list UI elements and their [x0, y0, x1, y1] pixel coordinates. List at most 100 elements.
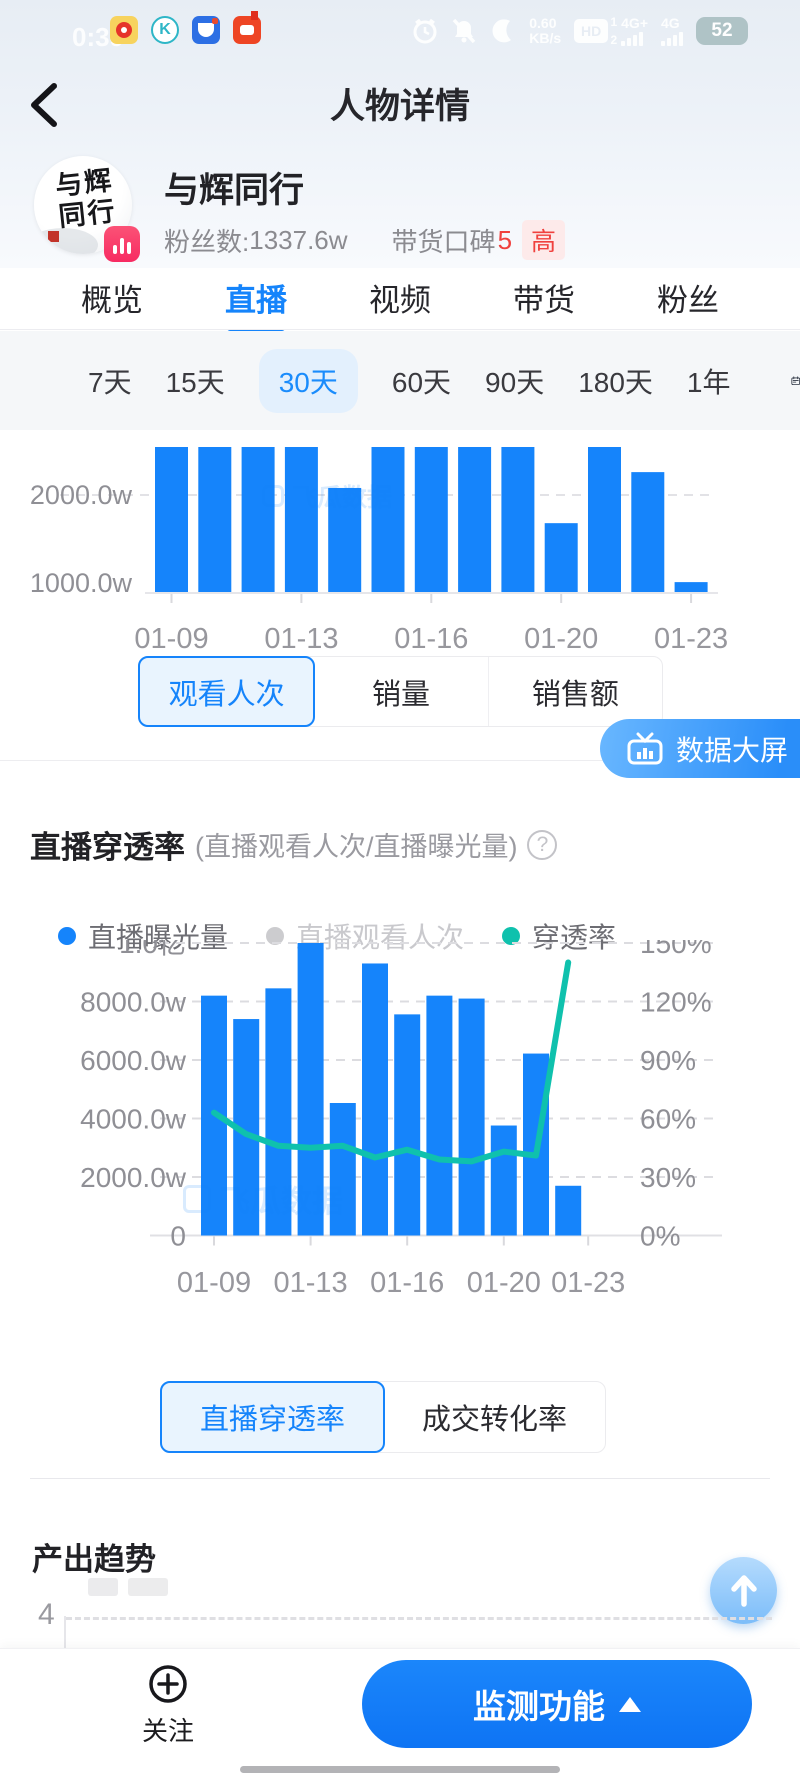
section-divider	[0, 760, 800, 761]
tab-goods[interactable]: 带货	[513, 283, 575, 318]
filter-30d[interactable]: 30天	[258, 348, 358, 413]
tab-live[interactable]: 直播	[223, 271, 289, 336]
svg-text:01-16: 01-16	[370, 1267, 444, 1299]
profile-meta: 粉丝数: 1337.6w 带货口碑 5 高	[164, 220, 566, 260]
filter-90d[interactable]: 90天	[485, 366, 545, 398]
scroll-to-top-button[interactable]	[710, 1557, 777, 1624]
filter-7d[interactable]: 7天	[88, 366, 132, 398]
filter-1y[interactable]: 1年	[686, 366, 731, 398]
night-mode-moon-icon	[492, 19, 512, 43]
filter-180d[interactable]: 180天	[578, 366, 653, 398]
fans-value: 1337.6w	[249, 224, 348, 255]
monitor-functions-button[interactable]: 监测功能	[362, 1660, 752, 1748]
mute-bell-icon	[452, 18, 476, 44]
viewers-bar-chart[interactable]: 2000.0w 1000.0w 01-09 01-13 01-16 01-20 01-23 …	[0, 430, 800, 655]
caret-up-icon	[619, 1696, 641, 1712]
metric-sales-volume-button[interactable]: 销量	[314, 657, 489, 726]
svg-text:01-09: 01-09	[134, 623, 208, 655]
svg-text:01-20: 01-20	[524, 623, 598, 655]
svg-text:2000.0w: 2000.0w	[80, 1162, 187, 1193]
back-icon[interactable]	[22, 80, 66, 130]
svg-text:01-16: 01-16	[394, 623, 468, 655]
metric-viewers-button[interactable]: 观看人次	[138, 656, 316, 727]
legend-exposure[interactable]: 直播曝光量	[58, 916, 228, 956]
weibo-notification-icon	[110, 16, 138, 44]
network-speed: 0.60 KB/s	[529, 15, 562, 46]
svg-text:01-23: 01-23	[551, 1267, 625, 1299]
calendar-icon[interactable]	[790, 364, 800, 398]
output-chart-gridline-fragment	[66, 1617, 772, 1620]
svg-text:0: 0	[170, 1221, 186, 1252]
rate-conversion-button[interactable]: 成交转化率	[421, 1404, 567, 1436]
profile-card: 与辉 同行 与辉同行 粉丝数: 1337.6w 带货口碑 5 高	[0, 148, 800, 266]
svg-text:1000.0w: 1000.0w	[30, 568, 133, 598]
home-indicator[interactable]	[240, 1766, 560, 1773]
bottom-action-bar: 关注 监测功能	[0, 1648, 800, 1778]
time-range-filter-bar: 7天 15天 30天 60天 90天 180天 1年	[0, 331, 800, 430]
main-tabs: 概览 直播 视频 带货 粉丝	[0, 266, 800, 336]
tv-chart-icon	[627, 732, 663, 764]
reputation-label: 带货口碑	[391, 226, 496, 257]
metric-sales-amount-button[interactable]: 销售额	[531, 678, 619, 711]
svg-text:0%: 0%	[640, 1221, 680, 1252]
svg-text:4000.0w: 4000.0w	[80, 1104, 187, 1135]
svg-text:1.0亿: 1.0亿	[119, 940, 186, 959]
output-chart-axis-fragment	[64, 1616, 66, 1650]
svg-text:8000.0w: 8000.0w	[80, 987, 187, 1018]
tab-overview[interactable]: 概览	[81, 283, 143, 318]
svg-text:01-09: 01-09	[177, 1267, 251, 1299]
sim1-signal: 4G+	[621, 16, 648, 46]
output-chart-y-tick: 4	[38, 1598, 55, 1631]
svg-text:30%: 30%	[640, 1162, 696, 1193]
sim2-signal: 4G	[661, 16, 683, 46]
output-trend-title: 产出趋势	[32, 1542, 156, 1577]
plus-circle-icon	[149, 1665, 187, 1703]
legend-dot-exposure	[58, 927, 76, 945]
penetration-combo-chart[interactable]: 1.0亿 8000.0w 6000.0w 4000.0w 2000.0w 0 150% 120…	[0, 928, 800, 1302]
legend-dot-viewers	[266, 927, 285, 945]
status-bar: 0:39 K 0.60 KB/s	[0, 0, 800, 60]
reputation-level-badge: 高	[522, 220, 566, 260]
rate-switch: 直播穿透率 成交转化率	[160, 1381, 606, 1453]
chart-legend: 直播曝光量 直播观看人次 穿透率	[58, 916, 616, 956]
legend-viewers[interactable]: 直播观看人次	[266, 916, 464, 956]
svg-text:01-13: 01-13	[274, 1267, 348, 1299]
svg-text:01-23: 01-23	[654, 623, 728, 655]
alarm-icon	[413, 18, 437, 44]
svg-text:6000.0w: 6000.0w	[80, 1045, 187, 1076]
notification-icons: K	[110, 11, 261, 44]
section-divider	[30, 1478, 770, 1479]
arrow-up-icon	[730, 1574, 757, 1607]
k-app-notification-icon: K	[151, 16, 179, 44]
svg-text:01-13: 01-13	[264, 623, 338, 655]
tab-fans[interactable]: 粉丝	[657, 283, 719, 318]
tab-video[interactable]: 视频	[369, 283, 431, 318]
data-big-screen-button[interactable]: 数据大屏	[600, 719, 800, 778]
hidden-chart-legend-fragment	[88, 1578, 168, 1596]
follow-button[interactable]: 关注	[128, 1663, 208, 1748]
svg-text:150%: 150%	[640, 940, 712, 959]
svg-text:2000.0w: 2000.0w	[30, 480, 133, 510]
svg-text:01-20: 01-20	[467, 1267, 541, 1299]
battery-indicator: 52	[696, 17, 748, 45]
svg-text:90%: 90%	[640, 1045, 696, 1076]
page-title: 人物详情	[329, 87, 470, 126]
red-app-notification-icon	[233, 11, 261, 44]
help-icon[interactable]: ?	[527, 829, 558, 860]
penetration-section-title: 直播穿透率 (直播观看人次/直播曝光量) ?	[30, 822, 558, 867]
fans-label: 粉丝数:	[164, 226, 250, 257]
nav-bar: 人物详情	[0, 60, 800, 148]
influencer-name: 与辉同行	[164, 171, 305, 210]
legend-dot-rate	[502, 927, 521, 945]
metric-switch: 观看人次 销量 销售额	[138, 656, 663, 727]
top-background	[0, 0, 800, 268]
filter-15d[interactable]: 15天	[165, 366, 225, 398]
filter-60d[interactable]: 60天	[391, 366, 452, 398]
svg-text:60%: 60%	[640, 1104, 696, 1135]
data-badge-icon	[104, 226, 140, 262]
legend-penetration-rate[interactable]: 穿透率	[502, 916, 616, 956]
rate-penetration-button[interactable]: 直播穿透率	[160, 1381, 385, 1453]
